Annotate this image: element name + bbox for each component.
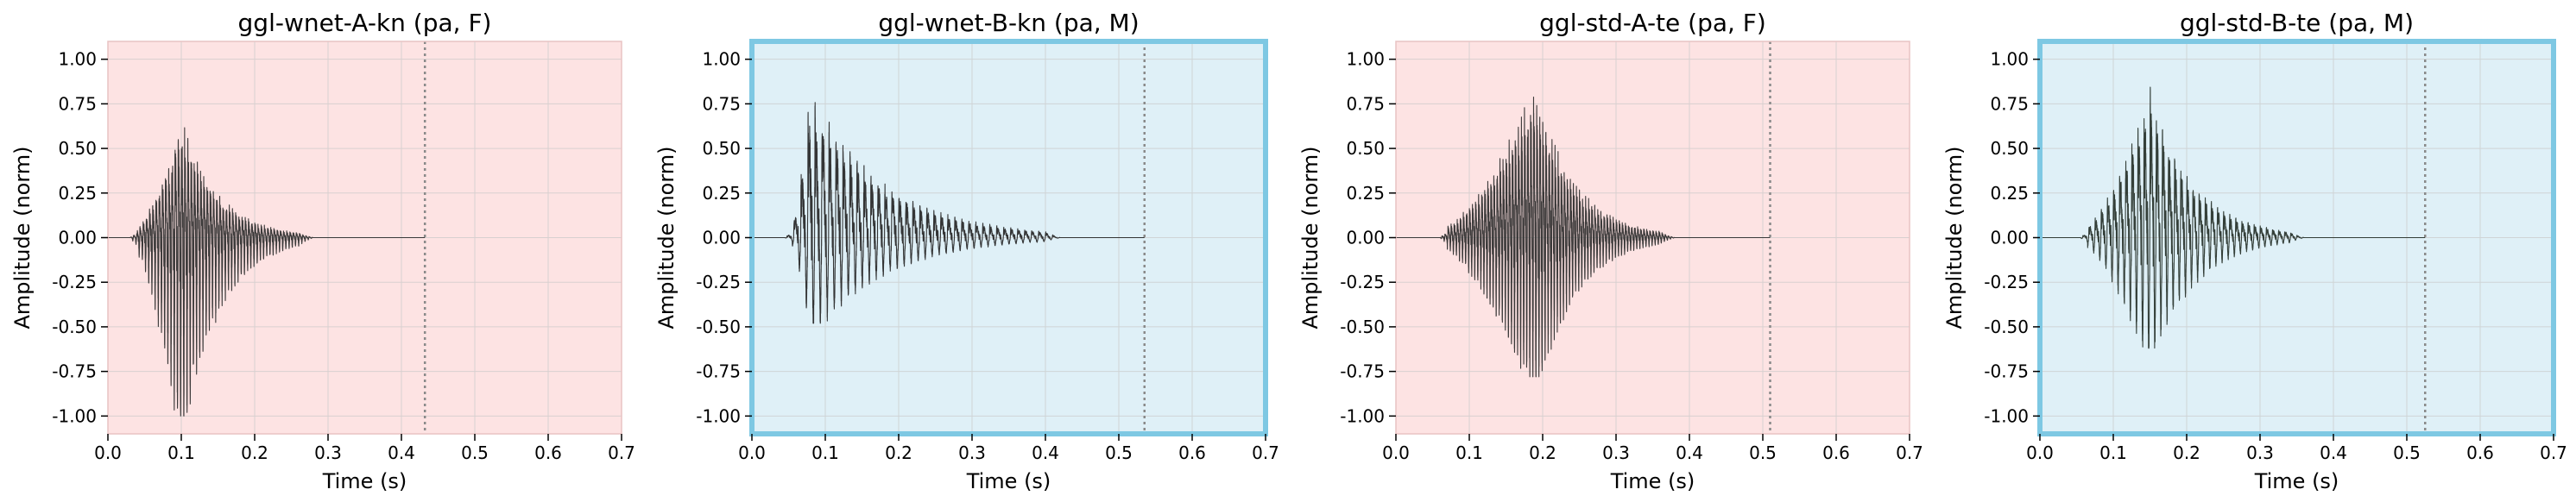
chart-panel-4: 0.0 0.1 0.2 0.3 0.4 0.5 0.6 0.7 1.00 0.75 0.50 0.25… — [1932, 0, 2576, 502]
y-tick-label: 0.00 — [58, 228, 97, 248]
chart-panel-2: 0.0 0.1 0.2 0.3 0.4 0.5 0.6 0.7 1.00 0.75 0.50 0.25… — [644, 0, 1288, 502]
chart-svg: 0.0 0.1 0.2 0.3 0.4 0.5 0.6 0.7 1.00 0.75 0.50 0.25… — [1298, 9, 1923, 493]
y-axis-label: Amplitude (norm) — [1298, 146, 1323, 329]
y-tick-label: 0.75 — [58, 93, 97, 114]
x-tick-label: 0.3 — [2246, 442, 2274, 463]
x-tick-label: 0.7 — [2540, 442, 2567, 463]
y-tick-label: -1.00 — [1984, 405, 2029, 426]
y-tick-label: -0.50 — [696, 317, 741, 337]
x-tick-label: 0.0 — [738, 442, 766, 463]
y-tick-label: -1.00 — [1340, 405, 1385, 426]
x-tick-label: 0.6 — [2466, 442, 2494, 463]
x-tick-label: 0.7 — [1896, 442, 1923, 463]
x-tick-label: 0.5 — [1105, 442, 1133, 463]
x-tick-label: 0.5 — [2393, 442, 2421, 463]
x-tick-label: 0.7 — [1252, 442, 1279, 463]
x-tick-label: 0.4 — [388, 442, 415, 463]
x-tick-label: 0.0 — [2026, 442, 2054, 463]
y-tick-label: 0.75 — [1990, 93, 2029, 114]
chart-title: ggl-std-A-te (pa, F) — [1539, 9, 1766, 37]
y-tick-label: 0.25 — [702, 183, 741, 204]
x-axis-label: Time (s) — [322, 469, 407, 493]
y-tick-label: -0.50 — [52, 317, 97, 337]
waveform-series — [2040, 86, 2426, 349]
y-tick-label: 0.00 — [1346, 228, 1385, 248]
x-tick-label: 0.2 — [2173, 442, 2200, 463]
x-tick-label: 0.4 — [1676, 442, 1703, 463]
x-tick-label: 0.2 — [1529, 442, 1556, 463]
x-tick-label: 0.3 — [1602, 442, 1630, 463]
y-tick-label: -0.25 — [1984, 272, 2029, 292]
y-tick-label: 0.25 — [1346, 183, 1385, 204]
y-tick-label: -0.75 — [52, 361, 97, 382]
y-tick-label: -1.00 — [52, 405, 97, 426]
x-axis-label: Time (s) — [966, 469, 1051, 493]
y-tick-label: 0.50 — [58, 138, 97, 159]
x-axis-label: Time (s) — [2254, 469, 2339, 493]
chart-title: ggl-wnet-A-kn (pa, F) — [238, 9, 492, 37]
y-tick-label: 0.50 — [702, 138, 741, 159]
y-tick-label: 0.50 — [1346, 138, 1385, 159]
x-tick-label: 0.0 — [1382, 442, 1410, 463]
x-tick-label: 0.0 — [94, 442, 122, 463]
chart-svg: 0.0 0.1 0.2 0.3 0.4 0.5 0.6 0.7 1.00 0.75 0.50 0.25… — [1942, 9, 2567, 493]
y-tick-label: -0.25 — [1340, 272, 1385, 292]
y-tick-label: 1.00 — [1990, 49, 2029, 70]
y-tick-label: -0.50 — [1340, 317, 1385, 337]
x-tick-label: 0.1 — [1455, 442, 1483, 463]
y-tick-label: -0.75 — [696, 361, 741, 382]
y-tick-label: 0.25 — [58, 183, 97, 204]
chart-panel-1: 0.0 0.1 0.2 0.3 0.4 0.5 0.6 0.7 1.00 0.75 0.50 0.25… — [0, 0, 644, 502]
y-axis-label: Amplitude (norm) — [1942, 146, 1967, 329]
x-tick-label: 0.6 — [1822, 442, 1850, 463]
y-tick-label: -0.50 — [1984, 317, 2029, 337]
x-tick-label: 0.5 — [461, 442, 489, 463]
x-tick-label: 0.1 — [167, 442, 195, 463]
y-tick-label: -0.75 — [1340, 361, 1385, 382]
x-tick-label: 0.5 — [1749, 442, 1777, 463]
y-tick-label: 0.75 — [1346, 93, 1385, 114]
y-tick-label: 0.50 — [1990, 138, 2029, 159]
y-tick-label: 1.00 — [702, 49, 741, 70]
chart-svg: 0.0 0.1 0.2 0.3 0.4 0.5 0.6 0.7 1.00 0.75 0.50 0.25… — [10, 9, 635, 493]
y-tick-label: -0.25 — [52, 272, 97, 292]
chart-title: ggl-std-B-te (pa, M) — [2180, 9, 2414, 37]
x-tick-label: 0.1 — [2099, 442, 2127, 463]
y-tick-label: -0.25 — [696, 272, 741, 292]
x-axis-label: Time (s) — [1610, 469, 1695, 493]
x-tick-label: 0.6 — [534, 442, 562, 463]
y-axis-label: Amplitude (norm) — [10, 146, 35, 329]
chart-svg: 0.0 0.1 0.2 0.3 0.4 0.5 0.6 0.7 1.00 0.75 0.50 0.25… — [654, 9, 1279, 493]
y-tick-label: 1.00 — [58, 49, 97, 70]
y-tick-label: 0.00 — [702, 228, 741, 248]
waveform-series — [1396, 97, 1771, 378]
x-tick-label: 0.4 — [2320, 442, 2347, 463]
y-tick-label: -1.00 — [696, 405, 741, 426]
x-tick-label: 0.6 — [1178, 442, 1206, 463]
y-tick-label: 0.25 — [1990, 183, 2029, 204]
x-tick-label: 0.2 — [241, 442, 268, 463]
y-tick-label: 1.00 — [1346, 49, 1385, 70]
chart-panel-3: 0.0 0.1 0.2 0.3 0.4 0.5 0.6 0.7 1.00 0.75 0.50 0.25… — [1288, 0, 1932, 502]
waveform-series — [108, 127, 426, 417]
x-tick-label: 0.7 — [608, 442, 635, 463]
y-tick-label: -0.75 — [1984, 361, 2029, 382]
x-tick-label: 0.2 — [885, 442, 912, 463]
waveform-series — [752, 102, 1145, 324]
x-tick-label: 0.3 — [958, 442, 986, 463]
x-tick-label: 0.1 — [811, 442, 839, 463]
y-axis-label: Amplitude (norm) — [654, 146, 679, 329]
x-tick-label: 0.3 — [314, 442, 342, 463]
y-tick-label: 0.00 — [1990, 228, 2029, 248]
chart-title: ggl-wnet-B-kn (pa, M) — [878, 9, 1139, 37]
y-tick-label: 0.75 — [702, 93, 741, 114]
x-tick-label: 0.4 — [1032, 442, 1059, 463]
